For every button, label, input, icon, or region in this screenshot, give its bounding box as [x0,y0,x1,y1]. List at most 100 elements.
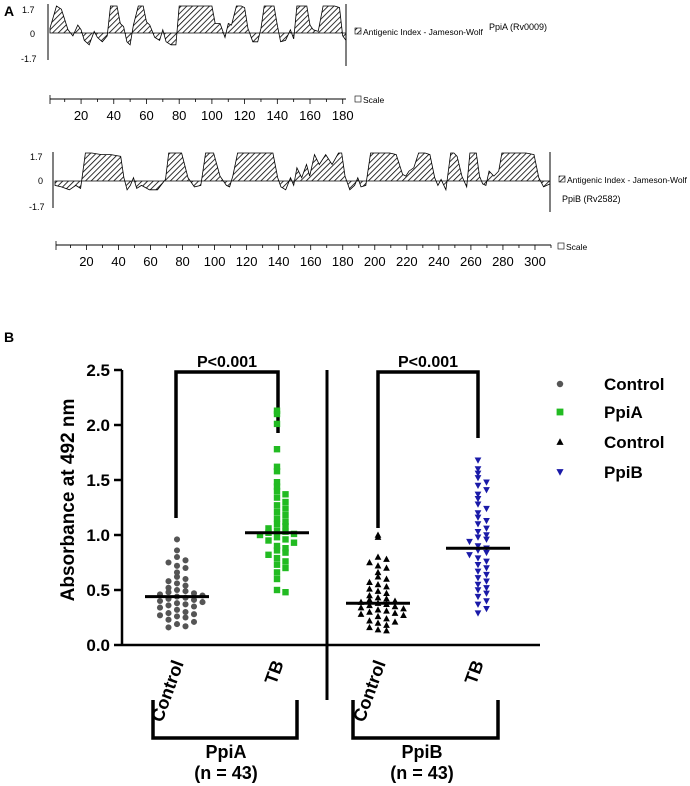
data-point-circle [173,621,181,628]
legend-label: Control [604,433,664,452]
y-axis-title: Absorbance at 492 nm [58,399,79,602]
data-point-square [273,527,281,534]
data-point-circle [165,584,172,591]
data-point-circle [190,603,198,610]
panel-b-label: B [4,329,14,345]
data-point-triangle-down [483,571,490,579]
data-point-triangle-down [474,495,482,503]
data-point-triangle-down [474,534,482,541]
ppib-scale-tick-label: 100 [204,254,226,269]
y-axis-tick-label: 0.5 [86,581,110,600]
ppib-scale-tick-label: 260 [460,254,482,269]
data-point-square [282,564,289,572]
data-point-triangle [383,607,390,614]
data-point-triangle-down [483,532,490,539]
data-point-circle [165,616,172,623]
data-point-square [273,508,281,516]
significance-bracket-ppia [174,370,280,518]
data-point-circle [199,599,206,606]
data-point-triangle [357,610,365,617]
data-point-square [265,537,272,544]
data-point-square [265,551,272,558]
ppib-protein-label: PpiB (Rv2582) [562,194,621,204]
ppib-profile: 1.7 0 -1.7 Antigenic Index - Jameson-Wol… [29,152,687,212]
data-point-triangle [374,612,382,620]
data-point-circle [173,580,181,587]
data-point-triangle [383,595,390,602]
data-point-square [282,536,289,543]
data-point-triangle-down [483,536,490,543]
ppib-scale-swatch [557,242,565,250]
ppia-ytick-bottom: -1.7 [21,54,37,64]
data-point-triangle-down [474,457,482,464]
ppib-scale-tick-label: 20 [79,254,93,269]
data-point-triangle [374,626,382,633]
data-point-circle [165,602,172,609]
ppia-scale-tick-label: 140 [266,108,288,123]
data-point-triangle-down [474,528,482,536]
data-point-triangle [366,608,373,615]
data-point-square [282,512,289,519]
data-point-square [273,483,281,490]
y-axis-tick-label: 2.0 [86,416,110,435]
significance-label-ppib: P<0.001 [398,354,458,371]
data-point-square [273,479,281,486]
data-point-triangle [374,553,382,560]
data-point-triangle [391,602,399,610]
ppia-scale-tick-label: 160 [299,108,321,123]
data-point-square [273,547,281,554]
data-point-square [273,487,281,495]
data-point-square [282,518,289,525]
data-point-square [273,569,281,576]
y-axis-tick-label: 1.0 [86,526,110,545]
data-point-triangle [366,578,373,586]
data-point-triangle-down [483,605,490,613]
data-point-square [273,407,281,414]
data-point-circle [165,624,172,631]
group-label-control-ppib: Control [349,658,390,725]
y-axis-tick-label: 2.5 [86,361,110,380]
data-point-triangle-down [474,610,482,617]
data-point-square [273,520,281,528]
data-point-circle [182,623,189,630]
ppib-scale-tick-label: 160 [300,254,322,269]
y-axis-tick-label: 0.0 [86,636,110,655]
data-point-triangle-down [474,568,482,575]
data-point-square [265,525,272,532]
data-point-square [282,589,289,596]
data-point-triangle [374,562,382,569]
data-point-triangle [366,596,373,603]
data-point-square [282,523,289,530]
data-point-square [282,491,289,498]
data-point-circle [173,586,181,594]
ppia-scale-tick-label: 80 [172,108,186,123]
data-point-square [282,549,289,556]
ppib-scale-tick-label: 220 [396,254,418,269]
data-point-triangle-down [474,466,482,473]
data-point-triangle [383,575,390,582]
data-point-square [273,410,281,418]
ppib-scale-tick-label: 300 [524,254,546,269]
data-point-square [273,534,281,541]
ppib-legend-text: Antigenic Index - Jameson-Wolf [567,175,687,185]
data-point-triangle [383,564,390,571]
ppib-scale-tick-label: 140 [268,254,290,269]
data-point-triangle-down [474,587,482,594]
data-point-triangle-down [474,501,482,508]
data-point-triangle [366,558,373,566]
legend: Control PpiA Control PpiB [556,375,664,482]
data-point-circle [173,613,181,620]
data-point-circle [182,614,189,621]
data-point-circle [165,559,172,566]
data-point-circle [182,564,189,572]
data-point-square [256,531,264,539]
group-bracket-label-ppia: PpiA [205,742,246,762]
data-point-triangle [383,583,390,590]
data-point-square [273,575,281,583]
data-point-square [273,515,281,522]
data-point-triangle [374,587,382,594]
data-point-square [273,494,281,501]
data-point-circle [173,562,181,569]
data-point-circle [165,610,172,617]
ppib-scale-tick-label: 120 [236,254,258,269]
